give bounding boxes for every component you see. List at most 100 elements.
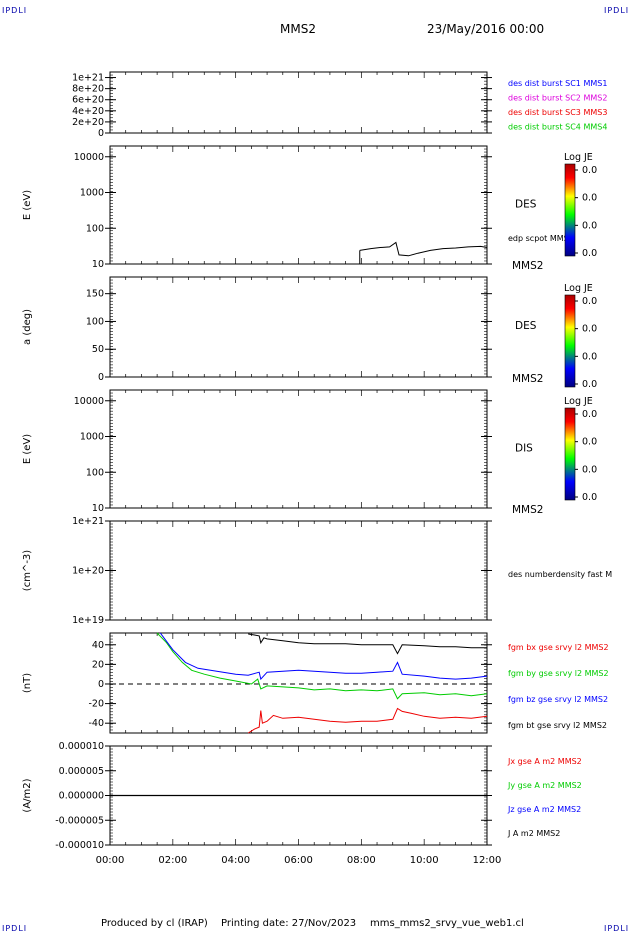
x-tick-label: 04:00 [221,855,250,866]
legend-entry: Jz gse A m2 MMS2 [507,805,581,814]
panel-label-des_pitch: DES [515,320,537,332]
colorbar-tick-label: 0.0 [582,165,597,176]
panel-frame-des_energy [109,145,488,265]
y-tick-label: 10 [92,259,104,270]
y-tick-label: -0.000005 [55,815,104,826]
y-tick-label: 0.000000 [59,791,104,802]
legend-entry: J A m2 MMS2 [507,829,560,838]
panel-frame-dis_energy [109,389,488,509]
corner-mark-bottom-right: IPDLI [604,924,630,933]
y-tick-label: 6e+20 [72,95,104,106]
y-tick-label: 50 [92,344,104,355]
y-tick-label: 150 [86,289,104,300]
series-line-bx [247,707,488,734]
colorbar-tick-label: 0.0 [582,296,597,307]
legend-entry: des dist burst SC4 MMS4 [508,123,607,132]
colorbar-title: Log JE [564,283,593,294]
y-tick-label: 1e+21 [72,516,104,527]
legend-entry: Jx gse A m2 MMS2 [507,757,582,766]
colorbar-title: Log JE [564,152,593,163]
y-tick-label: 1e+20 [72,566,104,577]
colorbar-tick-label: 0.0 [582,351,597,362]
colorbar-title: Log JE [564,396,593,407]
x-tick-label: 12:00 [473,855,502,866]
colorbar-tick-label: 0.0 [582,248,597,259]
y-tick-label: 10000 [74,152,104,163]
corner-mark-top-left: IPDLI [2,6,28,15]
panel-frame-fgm [109,632,488,734]
series-label-density: des numberdensity fast M [508,570,612,579]
legend-entry: Jy gse A m2 MMS2 [507,781,582,790]
x-tick-label: 06:00 [284,855,313,866]
y-axis-label-des_energy: E (eV) [22,190,33,220]
y-tick-label: 1e+19 [72,615,104,626]
header-date: 23/May/2016 00:00 [427,22,545,36]
legend-entry: des dist burst SC2 MMS2 [508,94,607,103]
y-tick-label: -40 [88,718,104,729]
panel-frame-burst [109,71,488,134]
legend-entry: des dist burst SC3 MMS3 [508,108,607,117]
y-tick-label: 10 [92,503,104,514]
series-line-by [156,632,488,700]
footer-printing-date: Printing date: 27/Nov/2023 [221,918,357,929]
footer-filename: mms_mms2_srvy_vue_web1.cl [370,918,524,929]
y-tick-label: 0.000005 [59,766,104,777]
y-tick-label: 40 [92,640,104,651]
y-tick-label: 1e+21 [72,73,104,84]
x-tick-label: 02:00 [158,855,187,866]
panel-frame-density [109,520,488,621]
corner-mark-bottom-left: IPDLI [2,924,28,933]
scpot-line [359,241,488,257]
series-legend-bz: fgm bz gse srvy l2 MMS2 [508,695,608,704]
panel-sublabel-des_energy: MMS2 [512,260,543,272]
y-tick-label: 0.000010 [59,741,104,752]
header-spacecraft: MMS2 [280,22,316,36]
y-axis-label-current: (A/m2) [22,778,33,812]
series-label-des_energy: edp scpot MMS2 [508,234,574,243]
panel-sublabel-dis_energy: MMS2 [512,504,543,516]
colorbar-tick-label: 0.0 [582,464,597,475]
y-tick-label: 0 [98,372,104,383]
y-tick-label: 8e+20 [72,84,104,95]
y-tick-label: 1000 [80,432,104,443]
colorbar-tick-label: 0.0 [582,409,597,420]
x-tick-label: 08:00 [347,855,376,866]
y-axis-label-fgm: (nT) [22,673,33,693]
y-tick-label: -0.000010 [55,840,104,851]
panel-sublabel-des_pitch: MMS2 [512,373,543,385]
panel-label-des_energy: DES [515,198,537,210]
y-axis-label-dis_energy: E (eV) [22,434,33,464]
series-legend-bt: fgm bt gse srvy l2 MMS2 [508,721,607,730]
y-tick-label: 0 [98,128,104,139]
colorbar-tick-label: 0.0 [582,379,597,390]
series-legend-by: fgm by gse srvy l2 MMS2 [508,669,609,678]
colorbar-des_energy [564,163,576,257]
y-tick-label: 10000 [74,396,104,407]
x-tick-label: 00:00 [96,855,125,866]
x-tick-label: 10:00 [410,855,439,866]
colorbar-tick-label: 0.0 [582,324,597,335]
y-axis-label-des_pitch: a (deg) [22,309,33,345]
panel-frame-des_pitch [109,276,488,378]
colorbar-tick-label: 0.0 [582,437,597,448]
y-tick-label: 100 [86,223,104,234]
panel-label-dis_energy: DIS [515,442,533,454]
series-line-bz [159,632,488,681]
corner-mark-top-right: IPDLI [604,6,630,15]
legend-entry: des dist burst SC1 MMS1 [508,79,607,88]
colorbar-des_pitch [564,294,576,388]
y-tick-label: 4e+20 [72,106,104,117]
series-line-bt [248,633,487,655]
series-legend-bx: fgm bx gse srvy l2 MMS2 [508,643,609,652]
y-tick-label: 0 [98,679,104,690]
colorbar-tick-label: 0.0 [582,492,597,503]
footer-produced: Produced by cl (IRAP) [101,918,208,929]
y-tick-label: 2e+20 [72,117,104,128]
colorbar-tick-label: 0.0 [582,193,597,204]
y-tick-label: 100 [86,316,104,327]
y-tick-label: -20 [88,699,104,710]
y-axis-label-density: (cm^-3) [22,550,33,591]
y-tick-label: 1000 [80,188,104,199]
y-tick-label: 100 [86,467,104,478]
